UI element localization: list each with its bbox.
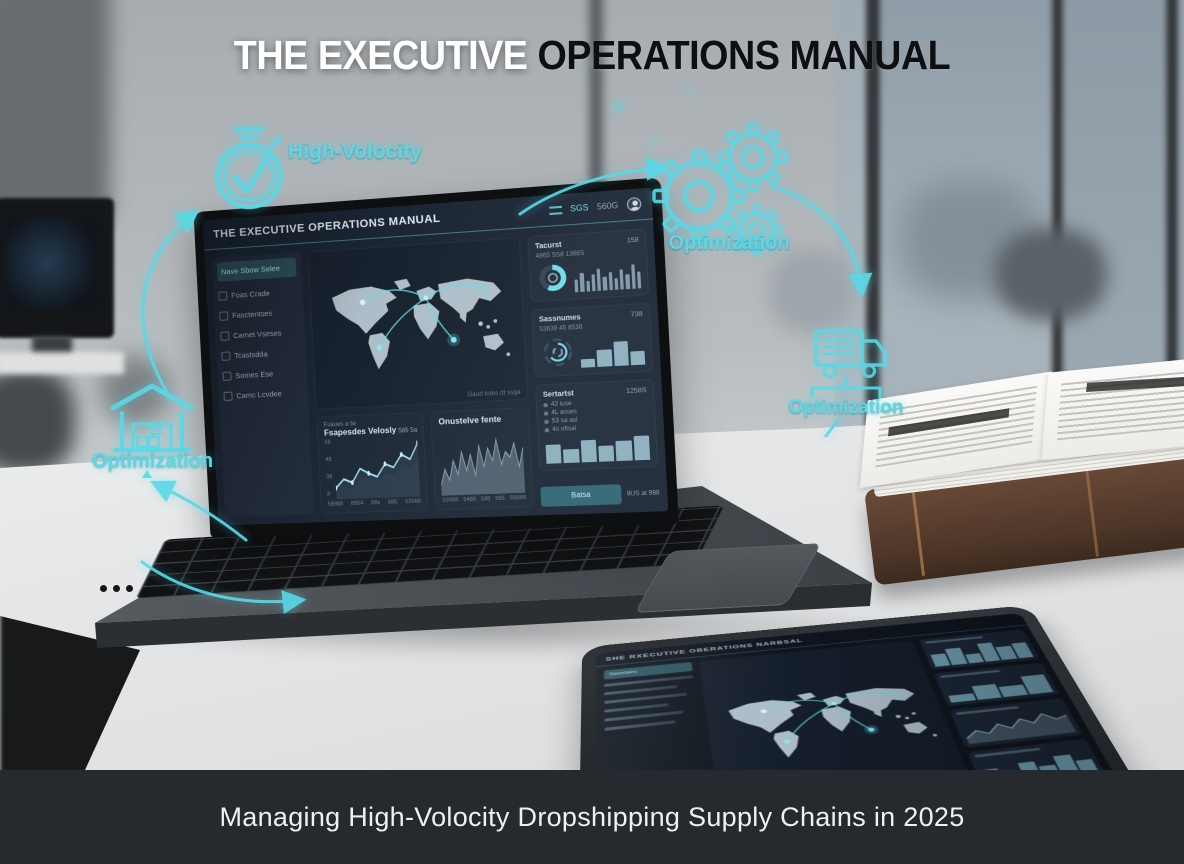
banner-text: Managing High-Volocity Dropshipping Supp… [219, 801, 965, 832]
sidebar-item[interactable]: Camet Vseses [220, 327, 300, 341]
door-frame [590, 0, 602, 220]
bokeh-light [686, 88, 694, 96]
sidebar-item-label: Fasctentses [231, 308, 273, 321]
high-velocity-label: High-Volocity [288, 140, 422, 163]
mini-bar-chart [574, 261, 642, 293]
laptop-screen-bezel: THE EXECUTIVE OPERATIONS MANUAL SGS 560G… [193, 177, 679, 538]
sidebar-item[interactable]: Tcastsdda [221, 348, 301, 361]
cta-note: 9US at 988 [626, 489, 660, 498]
window-frame [1052, 0, 1063, 450]
gauge-card: Tacurst 158 4865 SS8 1368S [527, 228, 650, 303]
bokeh-light [648, 138, 658, 148]
mini-bar-chart [545, 432, 651, 464]
cumulative-chart-card: Onustelve fente 53988 5488 588 585 59888 [430, 407, 534, 511]
velocity-line-chart [333, 434, 421, 500]
tablet-sidebar-item[interactable] [604, 720, 676, 731]
dashboard-action-button[interactable]: Batsa [540, 484, 622, 507]
sidebar-item-icon [220, 331, 230, 341]
title-dark-part: OPERATIONS MANUAL [527, 32, 951, 78]
nav-item[interactable]: 560G [596, 200, 619, 212]
card-value: 1258S [625, 386, 647, 396]
background-desk [0, 352, 124, 374]
card-title: Sertartst [542, 390, 574, 400]
cumulative-area-chart [439, 423, 526, 496]
tablet-chart-card [949, 698, 1084, 749]
map-caption: Gaud tutes dt ssga [467, 389, 521, 399]
sidebar-item-icon [219, 311, 229, 321]
avatar-icon[interactable] [626, 196, 642, 212]
card-title: Tacurst [534, 241, 562, 251]
page-title: THE EXECUTIVE OPERATIONS MANUAL [47, 32, 1136, 79]
sidebar-item-label: Camet Vseses [233, 328, 282, 341]
stats-card: Sertartst 1258S 43 iuse 4L asses 53 sa as… [534, 378, 659, 472]
office-chair [768, 248, 854, 334]
y-axis-labels: 58 48 38 8 [324, 439, 333, 498]
laptop-ports [100, 585, 140, 595]
bottom-banner: Managing High-Volocity Dropshipping Supp… [0, 770, 1184, 864]
sidebar-item[interactable]: Fasctentses [219, 307, 299, 321]
card-title: Sassnumes [538, 314, 581, 324]
sidebar-item[interactable]: Foas Crade [218, 287, 298, 301]
sidebar-item-icon [221, 351, 231, 361]
radial-card: Sassnumes 738 53638 45 8538 [530, 302, 654, 378]
x-axis-labels: 58988 8954 58s 585 52988 [327, 498, 422, 508]
sidebar-item-icon [218, 291, 228, 301]
title-white-part: THE EXECUTIVE [233, 32, 528, 78]
window-frame [866, 0, 880, 450]
sidebar-item[interactable]: Camc Lcvdee [223, 388, 303, 401]
sidebar-item-label: Camc Lcvdee [236, 389, 282, 401]
gears-icon [652, 122, 788, 256]
optimization-label-gears: Optimization [668, 232, 790, 254]
sidebar-item[interactable]: Somes Ese [222, 368, 302, 381]
velocity-chart-card: Fsaues a tw Fsapesdes Velosly 585 5a 58 4… [316, 411, 429, 515]
dashboard-sidebar: Nave Sbow Selee Foas Crade Fasctentses C… [212, 252, 315, 517]
world-map-panel: Gaud tutes dt ssga [307, 237, 529, 410]
sidebar-item-icon [222, 371, 232, 381]
office-chair [995, 228, 1107, 320]
mini-bar-chart [580, 333, 646, 368]
sidebar-item-label: Foas Crade [230, 288, 271, 301]
stopwatch-icon [215, 126, 283, 210]
bokeh-light [612, 100, 625, 113]
radial-chart [540, 334, 576, 369]
card-value: 738 [630, 310, 643, 319]
sidebar-item-label: Somes Ese [235, 369, 274, 381]
background-wall [0, 0, 110, 220]
card-value: 158 [626, 236, 639, 245]
bokeh-light [590, 58, 599, 67]
open-book-right-page [1041, 354, 1184, 461]
sidebar-item-label: Tcastsdda [234, 349, 268, 361]
menu-lines-icon[interactable] [548, 205, 562, 215]
office-chair [0, 368, 75, 473]
donut-gauge [536, 261, 570, 294]
tablet-sidebar-item[interactable] [604, 703, 670, 713]
laptop-screen: THE EXECUTIVE OPERATIONS MANUAL SGS 560G… [202, 187, 669, 526]
sidebar-item-icon [223, 391, 233, 401]
bokeh-light [702, 155, 716, 169]
monitor-screen-glow [6, 215, 98, 310]
window-pane [1178, 0, 1184, 450]
nav-item[interactable]: SGS [569, 202, 589, 214]
x-axis-labels: 53988 5488 588 585 59888 [442, 494, 527, 504]
tablet-sidebar-item[interactable] [604, 692, 687, 704]
sidebar-active-item[interactable]: Nave Sbow Selee [216, 257, 297, 282]
window-frame [1166, 0, 1178, 450]
